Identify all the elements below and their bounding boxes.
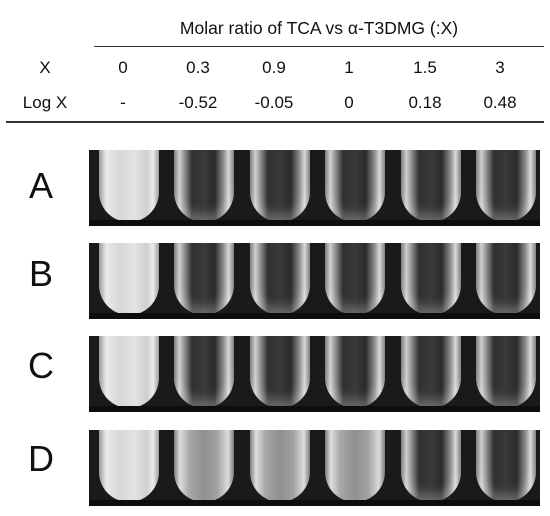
test-tube bbox=[174, 336, 234, 408]
test-tube bbox=[99, 430, 159, 502]
strip-floor bbox=[89, 220, 540, 226]
strip-floor bbox=[89, 406, 540, 412]
row-x-label: X bbox=[39, 58, 51, 77]
test-tube bbox=[174, 150, 234, 222]
log-value: 0 bbox=[344, 93, 354, 112]
test-tube bbox=[401, 243, 461, 315]
x-value: 0.3 bbox=[186, 58, 210, 77]
test-tube bbox=[401, 336, 461, 408]
log-value: -0.05 bbox=[254, 93, 294, 112]
row-label-b: B bbox=[28, 253, 53, 294]
test-tube bbox=[476, 243, 536, 315]
test-tube bbox=[476, 430, 536, 502]
tube-photo-d bbox=[89, 430, 540, 506]
test-tube bbox=[250, 243, 310, 315]
row-label-d: D bbox=[28, 438, 54, 479]
test-tube bbox=[325, 430, 385, 502]
test-tube bbox=[325, 150, 385, 222]
log-value: 0.18 bbox=[408, 93, 442, 112]
test-tube bbox=[99, 150, 159, 222]
test-tube bbox=[174, 243, 234, 315]
test-tube bbox=[325, 336, 385, 408]
log-value: - bbox=[120, 93, 126, 112]
strip-floor bbox=[89, 313, 540, 319]
test-tube bbox=[250, 150, 310, 222]
test-tube bbox=[99, 336, 159, 408]
test-tube bbox=[401, 430, 461, 502]
table-title: Molar ratio of TCA vs α-T3DMG (:X) bbox=[179, 18, 459, 38]
x-value: 1.5 bbox=[413, 58, 437, 77]
x-value: 0.9 bbox=[262, 58, 286, 77]
test-tube bbox=[250, 336, 310, 408]
test-tube bbox=[99, 243, 159, 315]
row-label-a: A bbox=[28, 165, 53, 206]
x-value: 1 bbox=[344, 58, 354, 77]
test-tube bbox=[401, 150, 461, 222]
tube-photo-c bbox=[89, 336, 540, 412]
test-tube bbox=[325, 243, 385, 315]
test-tube bbox=[174, 430, 234, 502]
log-value: -0.52 bbox=[178, 93, 218, 112]
ratio-table: Molar ratio of TCA vs α-T3DMG (:X) X Log… bbox=[6, 0, 544, 124]
test-tube bbox=[476, 336, 536, 408]
log-value: 0.48 bbox=[483, 93, 517, 112]
test-tube bbox=[250, 430, 310, 502]
strip-floor bbox=[89, 500, 540, 506]
row-log-label: Log X bbox=[22, 93, 68, 112]
test-tube bbox=[476, 150, 536, 222]
table-bottom-rule bbox=[6, 121, 544, 123]
tube-photo-b bbox=[89, 243, 540, 319]
title-rule bbox=[94, 46, 544, 47]
x-value: 3 bbox=[495, 58, 505, 77]
tube-photo-a bbox=[89, 150, 540, 226]
row-label-c: C bbox=[28, 345, 54, 386]
x-value: 0 bbox=[118, 58, 128, 77]
